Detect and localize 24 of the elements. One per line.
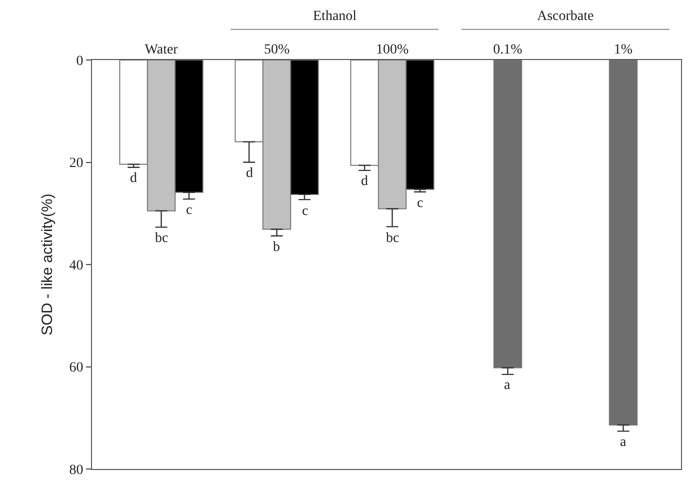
data-label: c	[302, 204, 308, 219]
y-tick-label: 60	[69, 360, 84, 376]
data-label: c	[417, 196, 424, 211]
data-label: a	[620, 435, 627, 450]
y-tick-label: 0	[76, 54, 84, 69]
y-tick-label: 80	[69, 462, 84, 478]
y-axis-title: SOD - like activity(%)	[39, 194, 56, 336]
x-tick-label: 1%	[614, 42, 633, 58]
data-label: a	[504, 378, 511, 393]
data-label: bc	[386, 231, 400, 246]
text: Ascorbate	[537, 9, 594, 24]
data-label: c	[186, 203, 192, 218]
data-label: d	[361, 174, 368, 189]
y-tick-label: 40	[69, 258, 84, 274]
x-tick-label: Water	[144, 42, 178, 58]
text: Ethanol	[313, 9, 357, 24]
data-label: d	[246, 166, 253, 181]
x-tick-label: 100%	[376, 42, 409, 58]
x-tick-label: 50%	[264, 42, 290, 58]
x-tick-label: 0.1%	[493, 42, 523, 58]
data-label: bc	[155, 231, 168, 246]
y-tick-label: 20	[69, 156, 84, 172]
data-label: b	[273, 240, 280, 255]
data-label: d	[130, 171, 137, 186]
